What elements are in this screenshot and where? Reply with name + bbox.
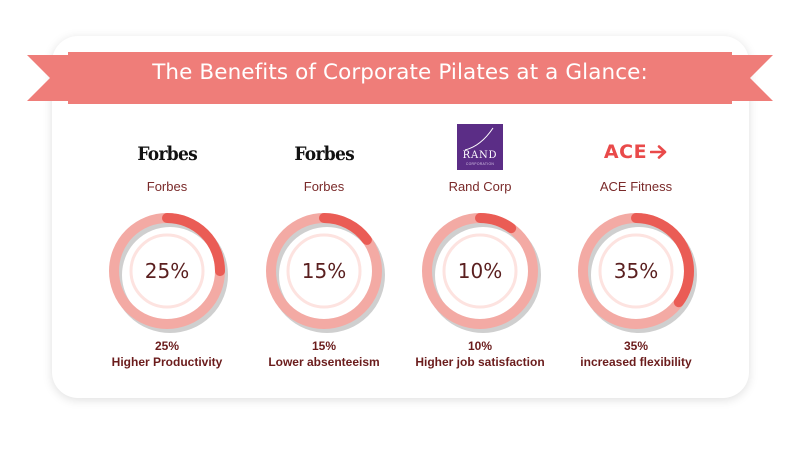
stat-caption: 15% Lower absenteeism: [235, 338, 413, 370]
source-label: ACE Fitness: [599, 179, 673, 194]
stat-caption: 10% Higher job satisfaction: [391, 338, 569, 370]
ace-logo-text: ACE: [603, 141, 648, 163]
stat-column-ace: ACE ACE Fitness 35% 35% increased flexib…: [557, 120, 715, 370]
page-title: The Benefits of Corporate Pilates at a G…: [152, 60, 648, 85]
title-ribbon: [27, 52, 773, 104]
logo-area: RAND CORPORATION: [401, 120, 559, 172]
rand-logo-text: RAND: [462, 150, 498, 161]
logo-area: Forbes: [245, 120, 403, 172]
percent-ring: [109, 213, 228, 333]
logo-area: ACE: [557, 120, 715, 172]
rand-logo: RAND CORPORATION: [457, 124, 503, 170]
logo-area: Forbes: [88, 120, 246, 172]
percent-ring-label-wrap: 25%: [101, 205, 233, 337]
ring-progress: [578, 213, 694, 329]
caption-text: increased flexibility: [580, 355, 692, 369]
percent-ring: [422, 213, 541, 333]
rand-logo-subtext: CORPORATION: [465, 162, 495, 166]
stat-column-forbes-2: Forbes Forbes 15% 15% Lower absenteeism: [245, 120, 403, 370]
caption-value: 25%: [154, 339, 180, 353]
percent-ring: [266, 213, 385, 333]
ring-inner: [129, 233, 205, 309]
source-label: Forbes: [146, 179, 188, 194]
forbes-logo: Forbes: [137, 143, 197, 165]
ace-logo: ACE: [604, 141, 668, 163]
stat-column-forbes-1: Forbes Forbes 25% 25% Higher Productivit…: [88, 120, 246, 370]
percent-value: 35%: [613, 259, 659, 283]
rand-logo-arc: [464, 127, 494, 151]
percent-ring: [578, 213, 697, 333]
ring-progress: [109, 213, 225, 329]
forbes-logo: Forbes: [294, 143, 354, 165]
caption-text: Higher job satisfaction: [415, 355, 545, 369]
percent-ring-label-wrap: 15%: [258, 205, 390, 337]
ring-inner: [598, 233, 674, 309]
ring-inner: [286, 233, 362, 309]
ring-inner: [442, 233, 518, 309]
stat-caption: 35% increased flexibility: [547, 338, 725, 370]
ribbon-band: [68, 52, 732, 104]
ring-progress: [422, 213, 538, 329]
caption-text: Lower absenteeism: [268, 355, 380, 369]
stat-caption: 25% Higher Productivity: [78, 338, 256, 370]
ring-progress: [266, 213, 382, 329]
caption-value: 10%: [467, 339, 493, 353]
percent-value: 10%: [457, 259, 503, 283]
percent-ring-label-wrap: 10%: [414, 205, 546, 337]
percent-value: 25%: [144, 259, 190, 283]
source-label: Rand Corp: [448, 179, 512, 194]
percent-value: 15%: [301, 259, 347, 283]
caption-value: 15%: [311, 339, 337, 353]
arrow-right-icon: [650, 145, 667, 159]
source-label: Forbes: [303, 179, 345, 194]
percent-ring-label-wrap: 35%: [570, 205, 702, 337]
stat-column-rand: RAND CORPORATION Rand Corp 10% 10% Highe…: [401, 120, 559, 370]
caption-value: 35%: [623, 339, 649, 353]
caption-text: Higher Productivity: [111, 355, 223, 369]
